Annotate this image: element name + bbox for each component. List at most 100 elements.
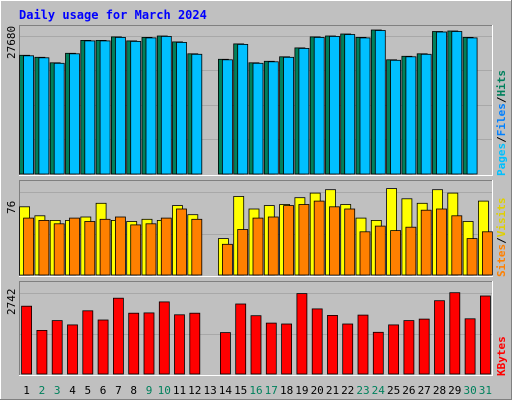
bar-sites-day-22 [344,208,356,276]
series-legend-label: KBytes [495,336,508,376]
day-label-5: 5 [84,384,91,397]
bar-kbytes-day-19 [296,293,308,375]
day-label-19: 19 [295,384,308,397]
bar-kbytes-day-17 [265,322,277,375]
panel-kbytes: 2742 KBytes [5,281,508,376]
bar-sites-day-12 [191,218,203,276]
series-legend-label: Pages/Files/Hits [495,70,508,176]
bar-files-day-12 [191,53,203,175]
bar-sites-day-31 [481,231,493,276]
day-labels: 1 2 3 4 5 6 7 8 9 10 11 12 13 14 15 16 17 18 19 20 21 22 23 24 2… [23,384,492,397]
bar-kbytes-day-12 [189,312,201,375]
bar-files-day-14 [221,59,233,175]
bar-files-day-16 [252,62,264,175]
bar-kbytes-day-6 [97,319,109,375]
day-label-26: 26 [402,384,415,397]
day-label-10: 10 [158,384,171,397]
bar-files-day-11 [176,42,187,175]
bar-sites-day-3 [53,223,65,276]
day-label-2: 2 [39,384,46,397]
bar-files-day-5 [84,40,96,175]
day-label-13: 13 [203,384,216,397]
bar-files-day-26 [405,56,417,175]
bar-sites-day-9 [145,223,157,276]
day-label-31: 31 [479,384,492,397]
bar-sites-day-1 [23,217,35,276]
bar-files-day-10 [160,36,172,175]
bar-kbytes-day-28 [434,300,445,375]
day-label-21: 21 [326,384,339,397]
day-label-14: 14 [219,384,233,397]
bar-sites-day-26 [405,226,417,276]
legend-part: Sites [495,244,508,277]
bar-sites-day-5 [84,221,96,276]
bar-sites-day-25 [390,230,402,276]
day-label-29: 29 [448,384,461,397]
legend-part: Pages [495,143,508,176]
day-label-6: 6 [100,384,107,397]
bar-files-day-24 [374,30,386,175]
bar-kbytes-day-15 [235,303,247,375]
day-label-28: 28 [433,384,446,397]
bar-files-day-15 [237,44,249,175]
day-label-25: 25 [387,384,400,397]
bar-sites-day-8 [130,224,142,276]
bar-kbytes-day-11 [174,314,185,375]
bar-kbytes-day-10 [158,301,170,375]
bar-files-day-28 [436,31,447,175]
legend-part: KBytes [495,336,508,376]
bar-kbytes-day-4 [67,324,78,375]
bar-sites-day-23 [359,231,371,276]
day-label-4: 4 [69,384,76,397]
day-label-8: 8 [130,384,137,397]
day-label-23: 23 [356,384,369,397]
bar-kbytes-day-24 [372,331,384,375]
day-label-9: 9 [146,384,153,397]
bar-kbytes-day-20 [311,308,323,375]
bar-files-day-3 [53,62,65,175]
bar-files-day-25 [390,59,402,175]
bar-sites-day-30 [466,238,478,276]
bar-files-day-8 [130,41,142,175]
day-label-17: 17 [265,384,278,397]
day-label-1: 1 [23,384,30,397]
bar-sites-day-4 [69,217,80,276]
bar-kbytes-day-1 [21,305,33,375]
bar-files-day-9 [145,37,157,175]
bar-sites-day-24 [374,225,386,276]
bar-kbytes-day-7 [113,297,124,375]
day-label-12: 12 [188,384,201,397]
bar-kbytes-day-3 [51,320,63,375]
bar-files-day-29 [451,31,463,175]
day-label-22: 22 [341,384,354,397]
bar-sites-day-27 [420,209,432,276]
bar-files-day-4 [69,53,80,175]
bar-files-day-19 [298,48,310,175]
day-label-24: 24 [372,384,386,397]
bar-kbytes-day-27 [418,318,430,375]
bar-sites-day-15 [237,229,249,276]
bar-sites-day-21 [329,206,340,276]
day-label-3: 3 [54,384,61,397]
legend-part: / [495,96,508,103]
bar-sites-day-18 [283,205,295,276]
bar-kbytes-day-5 [82,310,94,375]
bar-kbytes-day-26 [403,320,415,375]
series-legend-label: Sites/Visits [495,198,508,278]
day-label-20: 20 [311,384,324,397]
bar-kbytes-day-23 [357,314,369,375]
bar-kbytes-day-14 [219,332,231,375]
bar-files-day-6 [99,40,111,175]
bar-sites-day-14 [221,243,233,276]
bar-files-day-2 [38,57,50,175]
max-value-label: 27680 [5,26,18,59]
day-label-15: 15 [234,384,247,397]
bar-kbytes-day-18 [281,323,293,375]
bar-sites-day-20 [313,200,325,276]
bar-sites-day-10 [160,217,172,276]
legend-part: / [495,237,508,244]
max-value-label: 2742 [5,289,18,316]
bar-files-day-17 [267,61,279,175]
